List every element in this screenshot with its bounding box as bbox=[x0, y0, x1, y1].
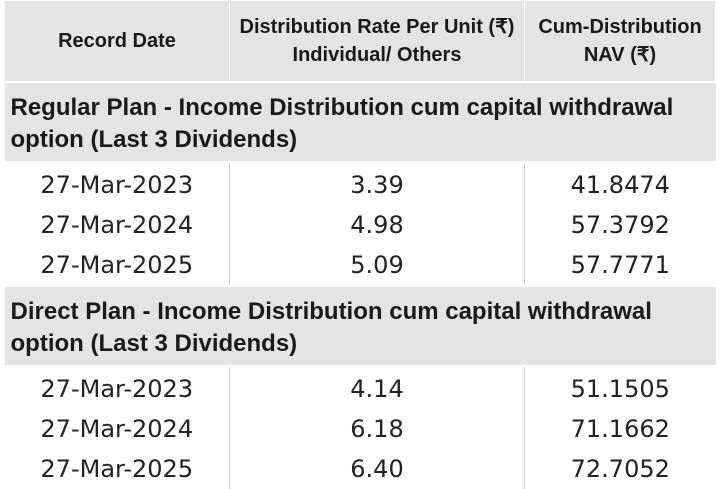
nav-header-line2: NAV (₹) bbox=[583, 44, 657, 66]
distribution-rate-cell: 3.39 bbox=[229, 162, 525, 205]
table-row: 27-Mar-2023 3.39 41.8474 bbox=[4, 162, 716, 205]
distribution-rate-header-line1: Distribution Rate Per Unit (₹) bbox=[239, 16, 515, 38]
record-date-cell: 27-Mar-2024 bbox=[4, 409, 230, 449]
distribution-rate-cell: 6.40 bbox=[229, 449, 525, 489]
distribution-rate-cell: 4.98 bbox=[229, 205, 525, 245]
distribution-rate-header-line2: Individual/ Others bbox=[292, 44, 462, 66]
record-date-header-label: Record Date bbox=[58, 30, 176, 52]
distribution-table: Record Date Distribution Rate Per Unit (… bbox=[4, 0, 716, 489]
table-row: 27-Mar-2023 4.14 51.1505 bbox=[4, 366, 716, 409]
record-date-cell: 27-Mar-2023 bbox=[4, 162, 230, 205]
record-date-cell: 27-Mar-2024 bbox=[4, 205, 230, 245]
distribution-rate-cell: 6.18 bbox=[229, 409, 525, 449]
nav-cell: 51.1505 bbox=[570, 375, 670, 403]
section-row-direct-plan: Direct Plan - Income Distribution cum ca… bbox=[4, 285, 716, 367]
table-row: 27-Mar-2024 4.98 57.3792 bbox=[4, 205, 716, 245]
distribution-rate-cell: 5.09 bbox=[229, 245, 525, 286]
record-date-cell: 27-Mar-2025 bbox=[4, 245, 230, 286]
table-row: 27-Mar-2024 6.18 71.1662 bbox=[4, 409, 716, 449]
table-row: 27-Mar-2025 6.40 72.7052 bbox=[4, 449, 716, 489]
table-header-row: Record Date Distribution Rate Per Unit (… bbox=[4, 0, 716, 83]
cum-distribution-nav-header: Cum-Distribution NAV (₹) bbox=[524, 0, 716, 83]
nav-cell: 57.7771 bbox=[570, 251, 670, 279]
distribution-rate-header: Distribution Rate Per Unit (₹) Individua… bbox=[229, 0, 525, 83]
nav-cell: 71.1662 bbox=[570, 415, 670, 443]
distribution-table-container: Record Date Distribution Rate Per Unit (… bbox=[4, 0, 716, 489]
section-row-regular-plan: Regular Plan - Income Distribution cum c… bbox=[4, 81, 716, 163]
section-title-direct-plan: Direct Plan - Income Distribution cum ca… bbox=[4, 285, 716, 367]
record-date-header: Record Date bbox=[4, 0, 230, 83]
record-date-cell: 27-Mar-2023 bbox=[4, 366, 230, 409]
section-title-regular-plan: Regular Plan - Income Distribution cum c… bbox=[4, 81, 716, 163]
distribution-rate-cell: 4.14 bbox=[229, 366, 525, 409]
table-row: 27-Mar-2025 5.09 57.7771 bbox=[4, 245, 716, 286]
nav-cell: 72.7052 bbox=[570, 455, 670, 483]
nav-cell: 41.8474 bbox=[570, 171, 670, 199]
record-date-cell: 27-Mar-2025 bbox=[4, 449, 230, 489]
nav-header-line1: Cum-Distribution bbox=[538, 16, 702, 38]
nav-cell: 57.3792 bbox=[570, 211, 670, 239]
